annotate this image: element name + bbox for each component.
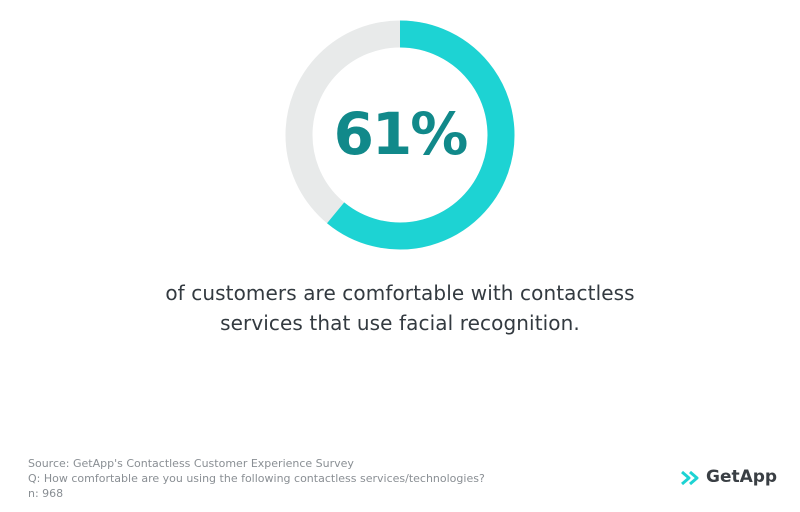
logo-chevron xyxy=(689,470,699,486)
source-line: Q: How comfortable are you using the fol… xyxy=(28,472,485,485)
logo-text: GetApp xyxy=(706,467,778,487)
caption-line: of customers are comfortable with contac… xyxy=(165,281,635,305)
logo-chevron xyxy=(681,470,691,486)
caption-line: services that use facial recognition. xyxy=(220,311,580,335)
source-line: n: 968 xyxy=(28,487,64,500)
value-label: 61% xyxy=(334,100,468,168)
source-line: Source: GetApp's Contactless Customer Ex… xyxy=(28,457,354,470)
logo-icon xyxy=(681,470,699,486)
donut-arc xyxy=(327,20,515,250)
